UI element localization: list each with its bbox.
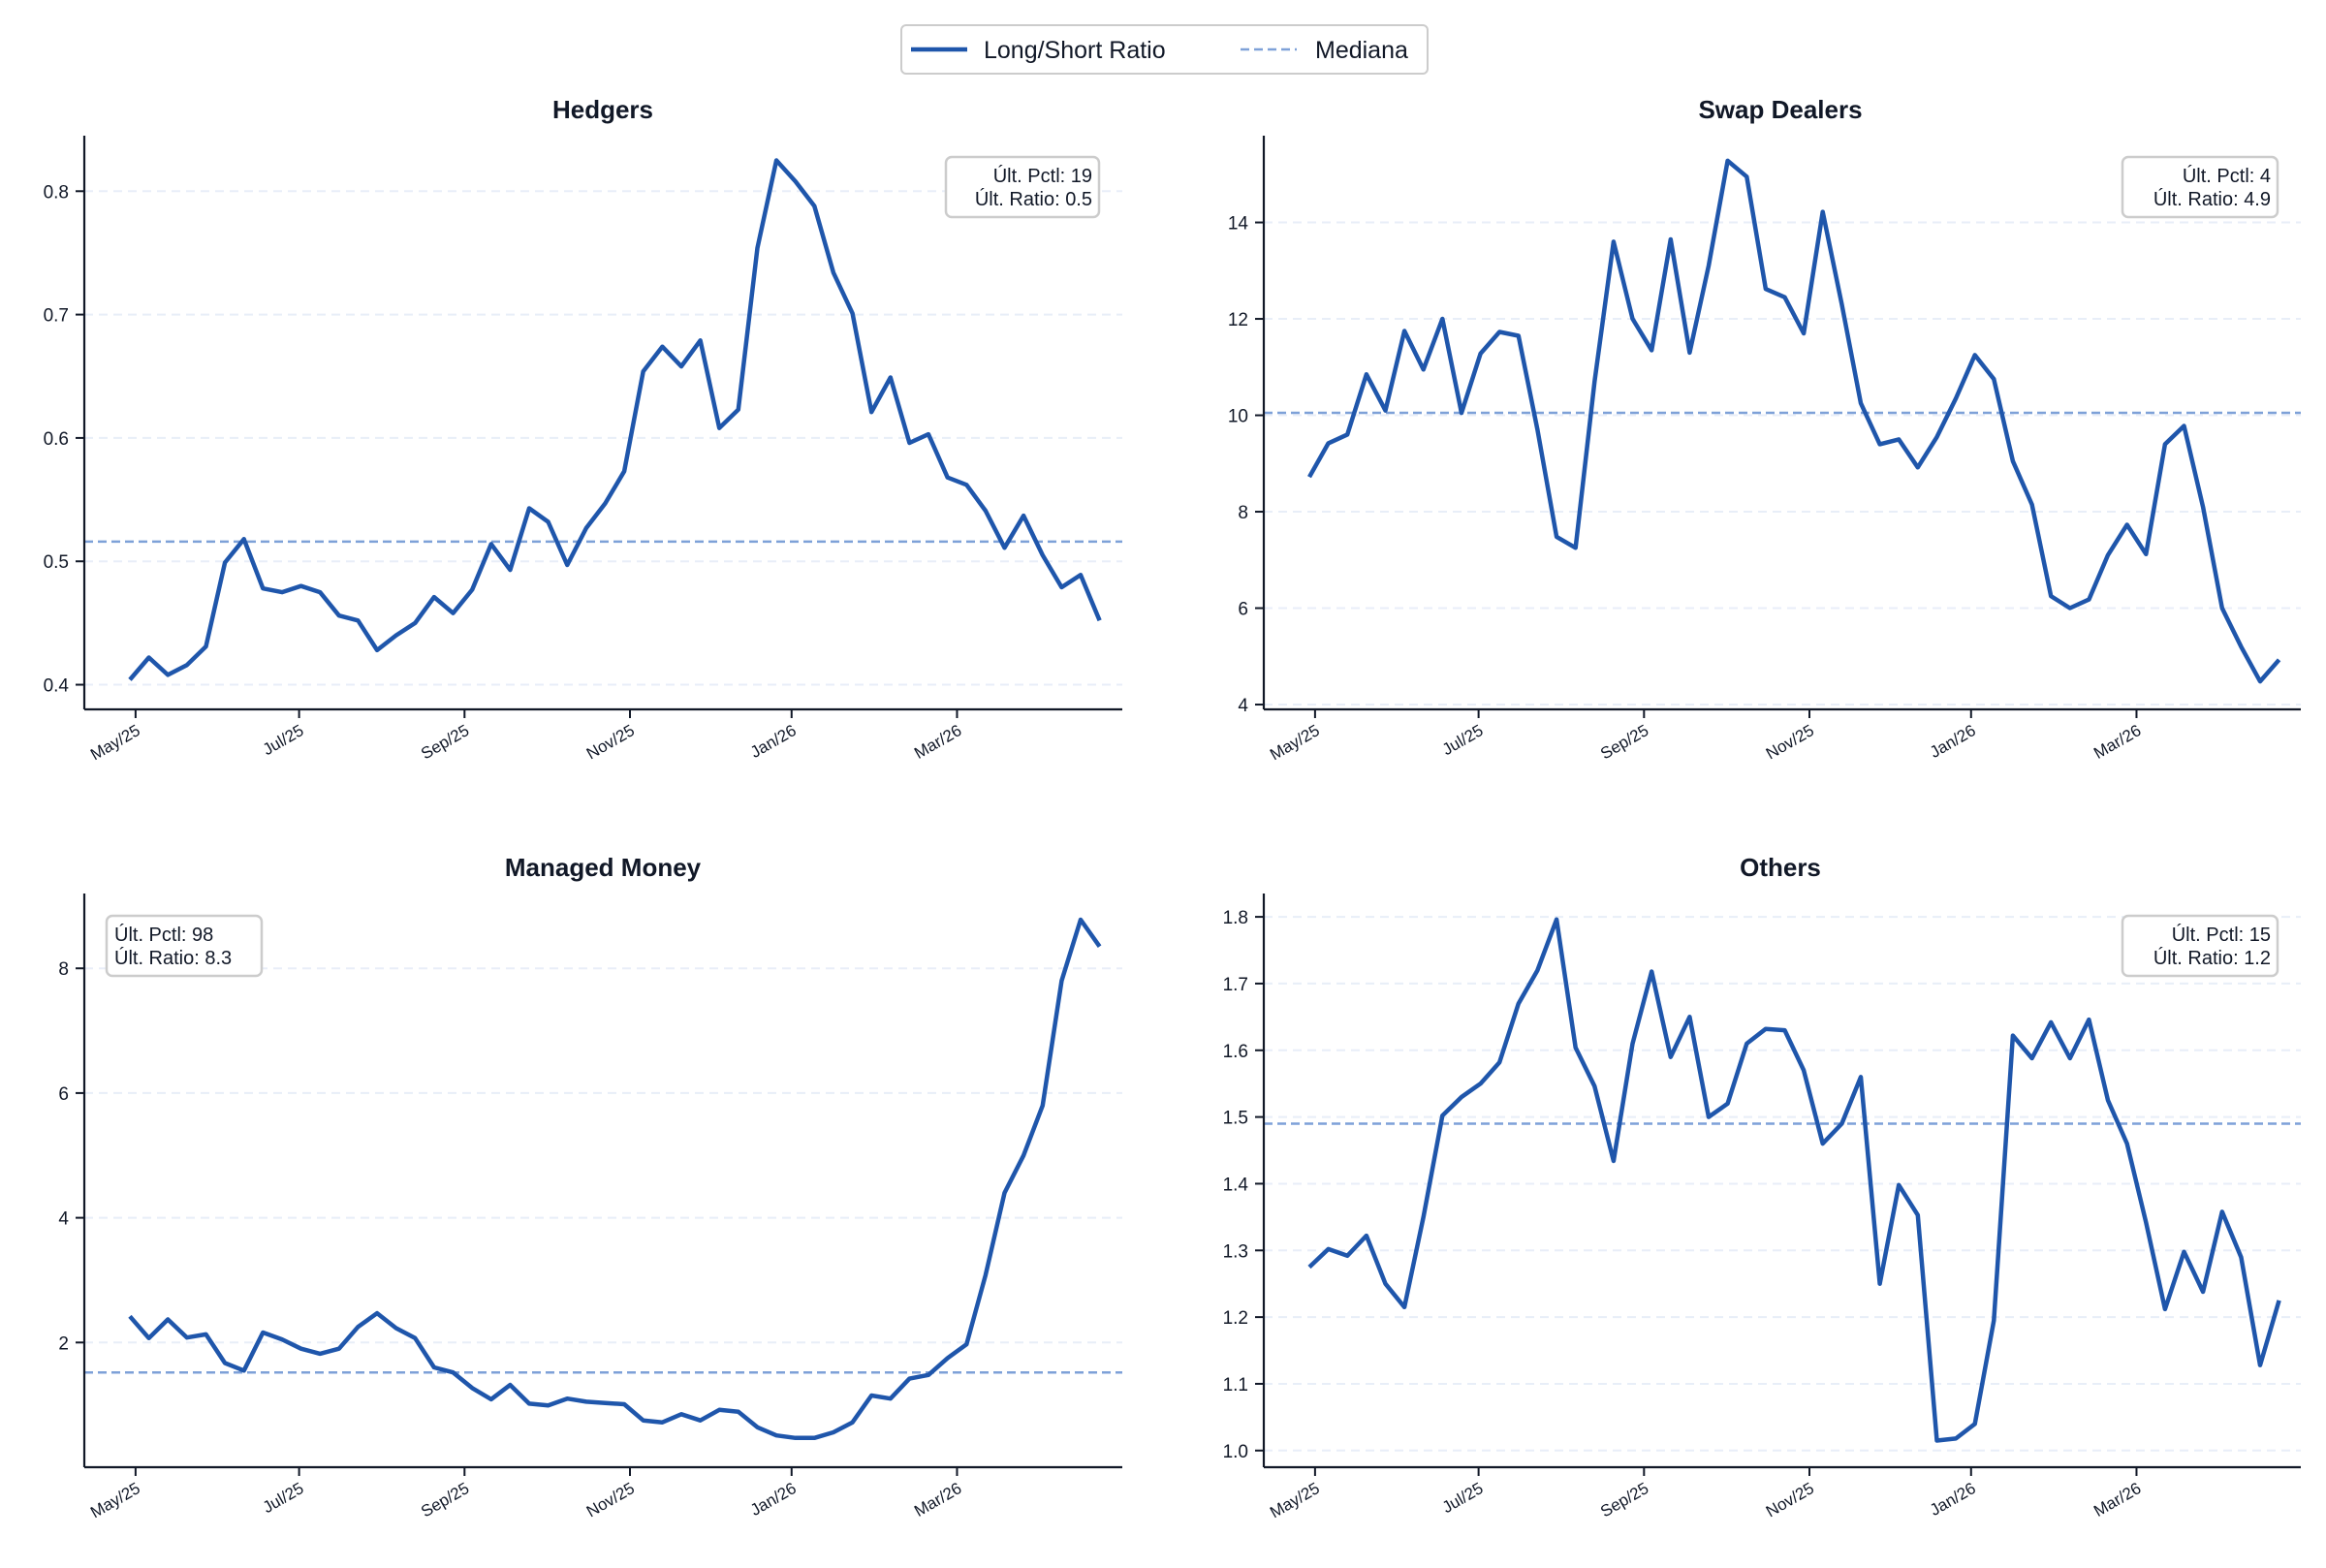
x-tick-label-hedgers: Nov/25: [583, 721, 638, 763]
y-ticks-swap-dealers: 4 6 8 10 12 14: [1228, 214, 1264, 716]
annotation-ratio-hedgers: Últ. Ratio: 0.5: [975, 188, 1092, 210]
y-tick-label-others: 1.0: [1223, 1442, 1248, 1462]
x-tick-label-others: Mar/26: [2090, 1479, 2144, 1521]
annotation-box-others: [2121, 914, 2279, 978]
grid-managed-money: [84, 967, 1122, 1344]
y-tick-label-hedgers: 0.6: [44, 429, 69, 450]
annotation-ratio-managed-money: Últ. Ratio: 8.3: [114, 947, 232, 969]
panel-title-managed-money: Managed Money: [505, 853, 702, 882]
x-tick-label-hedgers: Jul/25: [260, 721, 307, 759]
x-tick-label-hedgers: Sep/25: [418, 721, 472, 763]
annotation-percentile-hedgers: Últ. Pctl: 19: [993, 165, 1092, 187]
x-tick-label-managed-money: Sep/25: [418, 1479, 472, 1521]
x-tick-label-others: Sep/25: [1597, 1479, 1651, 1521]
y-tick-label-managed-money: 4: [58, 1209, 69, 1230]
series-line-managed-money: [128, 917, 1102, 1441]
x-tick-label-swap-dealers: Sep/25: [1597, 721, 1651, 763]
x-tick-label-others: Jan/26: [1927, 1479, 1979, 1520]
grid-others: [1264, 916, 2301, 1452]
y-tick-label-others: 1.3: [1223, 1241, 1248, 1262]
y-tick-label-swap-dealers: 4: [1238, 696, 1248, 716]
x-tick-label-swap-dealers: Jul/25: [1439, 721, 1487, 759]
x-tick-label-hedgers: Jan/26: [747, 721, 800, 762]
panel-hedgers: Hedgers 0.4 0.5 0.6 0.7 0.8 May/25 Jul/25 Sep/…: [44, 95, 1122, 764]
y-ticks-others: 1.0 1.1 1.2 1.3 1.4 1.5 1.6 1.7 1.8: [1223, 908, 1264, 1462]
x-tick-label-hedgers: May/25: [87, 721, 143, 764]
x-tick-label-hedgers: Mar/26: [911, 721, 964, 763]
panel-title-swap-dealers: Swap Dealers: [1698, 95, 1862, 124]
x-tick-label-others: May/25: [1267, 1479, 1323, 1521]
legend-median-label: Mediana: [1315, 37, 1408, 64]
x-ticks-managed-money: May/25 Jul/25 Sep/25 Nov/25 Jan/26 Mar/26: [87, 1467, 964, 1521]
y-tick-label-swap-dealers: 12: [1228, 310, 1248, 330]
y-tick-label-swap-dealers: 10: [1228, 407, 1248, 427]
x-tick-label-swap-dealers: Jan/26: [1927, 721, 1979, 762]
panel-title-hedgers: Hedgers: [552, 95, 653, 124]
y-tick-label-managed-money: 6: [58, 1084, 69, 1105]
y-tick-label-swap-dealers: 6: [1238, 600, 1248, 620]
x-tick-label-managed-money: Jul/25: [260, 1479, 307, 1517]
annotation-percentile-others: Últ. Pctl: 15: [2172, 924, 2271, 946]
series-line-hedgers: [128, 158, 1102, 681]
panel-others: Others 1.0 1.1 1.2 1.3 1.4 1.5 1.6 1.7 1.8 May/2…: [1223, 853, 2301, 1521]
y-tick-label-swap-dealers: 14: [1228, 214, 1249, 235]
y-tick-label-others: 1.4: [1223, 1175, 1249, 1195]
y-tick-label-others: 1.6: [1223, 1042, 1248, 1062]
panel-swap-dealers: Swap Dealers 4 6 8 10 12 14 May/25 Jul/25 Sep/2…: [1228, 95, 2301, 764]
annotation-box-managed-money: [105, 914, 264, 978]
x-ticks-swap-dealers: May/25 Jul/25 Sep/25 Nov/25 Jan/26 Mar/26: [1267, 709, 2144, 764]
y-tick-label-others: 1.1: [1223, 1375, 1248, 1396]
x-tick-label-managed-money: Nov/25: [583, 1479, 638, 1521]
annotation-managed-money: Últ. Pctl: 98 Últ. Ratio: 8.3: [105, 914, 264, 978]
y-tick-label-others: 1.2: [1223, 1308, 1248, 1329]
annotation-percentile-managed-money: Últ. Pctl: 98: [114, 924, 213, 946]
legend-box: [900, 24, 1429, 75]
y-tick-label-hedgers: 0.5: [44, 552, 69, 573]
annotation-box-swap-dealers: [2121, 155, 2279, 219]
grid-hedgers: [84, 190, 1122, 686]
legend-series-label: Long/Short Ratio: [984, 37, 1166, 64]
y-tick-label-managed-money: 2: [58, 1333, 69, 1354]
x-tick-label-managed-money: Mar/26: [911, 1479, 964, 1521]
y-tick-label-managed-money: 8: [58, 959, 69, 980]
x-tick-label-swap-dealers: May/25: [1267, 721, 1323, 764]
y-tick-label-swap-dealers: 8: [1238, 503, 1248, 523]
x-tick-label-others: Nov/25: [1763, 1479, 1817, 1521]
y-tick-label-hedgers: 0.7: [44, 306, 69, 327]
panel-managed-money: Managed Money 2 4 6 8 May/25 Jul/25 Sep/25 Nov…: [58, 853, 1122, 1521]
y-ticks-managed-money: 2 4 6 8: [58, 959, 84, 1354]
x-tick-label-managed-money: Jan/26: [747, 1479, 800, 1520]
x-tick-label-others: Jul/25: [1439, 1479, 1487, 1517]
y-tick-label-hedgers: 0.4: [44, 676, 70, 697]
series-line-others: [1307, 917, 2281, 1443]
y-tick-label-others: 1.8: [1223, 908, 1248, 928]
annotation-box-hedgers: [944, 155, 1101, 219]
x-ticks-others: May/25 Jul/25 Sep/25 Nov/25 Jan/26 Mar/26: [1267, 1467, 2144, 1521]
x-tick-label-managed-money: May/25: [87, 1479, 143, 1521]
x-tick-label-swap-dealers: Nov/25: [1763, 721, 1817, 763]
series-line-swap-dealers: [1307, 158, 2281, 684]
annotation-ratio-others: Últ. Ratio: 1.2: [2153, 947, 2271, 969]
annotation-others: Últ. Pctl: 15 Últ. Ratio: 1.2: [2121, 914, 2279, 978]
annotation-hedgers: Últ. Pctl: 19 Últ. Ratio: 0.5: [944, 155, 1101, 219]
annotation-percentile-swap-dealers: Últ. Pctl: 4: [2183, 165, 2271, 187]
grid-swap-dealers: [1264, 221, 2301, 706]
x-tick-label-swap-dealers: Mar/26: [2090, 721, 2144, 763]
x-ticks-hedgers: May/25 Jul/25 Sep/25 Nov/25 Jan/26 Mar/26: [87, 709, 964, 764]
y-tick-label-others: 1.7: [1223, 975, 1248, 995]
annotation-ratio-swap-dealers: Últ. Ratio: 4.9: [2153, 188, 2271, 210]
panel-title-others: Others: [1740, 853, 1821, 882]
legend: Long/Short Ratio Mediana: [900, 24, 1429, 75]
y-tick-label-others: 1.5: [1223, 1109, 1248, 1129]
annotation-swap-dealers: Últ. Pctl: 4 Últ. Ratio: 4.9: [2121, 155, 2279, 219]
y-ticks-hedgers: 0.4 0.5 0.6 0.7 0.8: [44, 182, 84, 697]
y-tick-label-hedgers: 0.8: [44, 182, 69, 203]
